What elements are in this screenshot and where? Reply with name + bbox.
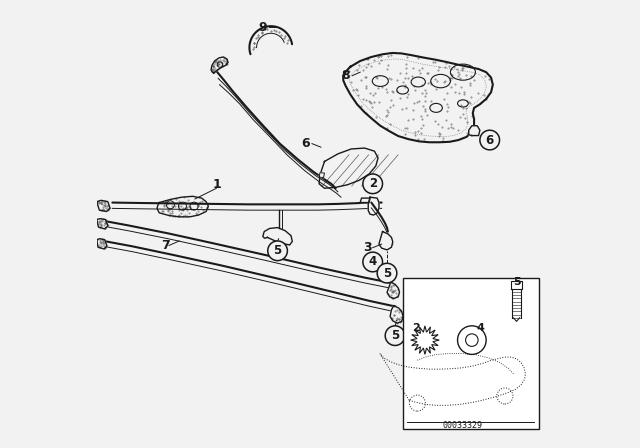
Polygon shape (97, 239, 107, 249)
Circle shape (458, 326, 486, 354)
Text: 2: 2 (369, 177, 377, 190)
Polygon shape (511, 281, 522, 289)
Polygon shape (368, 197, 379, 215)
Polygon shape (211, 57, 228, 73)
Polygon shape (319, 172, 324, 177)
Circle shape (480, 130, 500, 150)
Polygon shape (343, 53, 493, 142)
Polygon shape (157, 196, 209, 217)
Text: 5: 5 (513, 277, 520, 287)
Polygon shape (468, 126, 480, 136)
FancyBboxPatch shape (403, 278, 539, 430)
Polygon shape (379, 232, 393, 250)
Text: 8: 8 (341, 69, 350, 82)
Polygon shape (97, 219, 108, 229)
Text: 9: 9 (259, 21, 267, 34)
Text: 5: 5 (391, 329, 399, 342)
Polygon shape (263, 228, 292, 245)
Text: 1: 1 (213, 178, 221, 191)
Text: 2: 2 (412, 323, 420, 332)
Circle shape (363, 174, 383, 194)
Circle shape (377, 263, 397, 283)
Text: 5: 5 (383, 267, 391, 280)
Text: 00033329: 00033329 (442, 422, 482, 431)
Text: 6: 6 (301, 137, 310, 150)
Text: 6: 6 (486, 134, 494, 146)
Circle shape (385, 326, 405, 345)
Text: 3: 3 (363, 241, 371, 254)
Polygon shape (360, 198, 370, 202)
Polygon shape (390, 306, 403, 323)
Polygon shape (319, 148, 378, 188)
Circle shape (363, 252, 383, 272)
Text: 5: 5 (273, 244, 282, 257)
Text: 4: 4 (477, 323, 484, 332)
Polygon shape (97, 200, 110, 211)
Polygon shape (387, 282, 399, 298)
Text: 7: 7 (161, 239, 170, 252)
Polygon shape (411, 326, 439, 354)
Text: 4: 4 (369, 255, 377, 268)
Circle shape (268, 241, 287, 261)
